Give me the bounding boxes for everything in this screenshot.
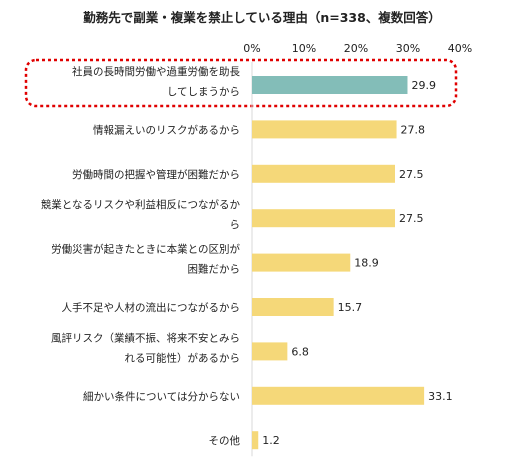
category-label: ら [230, 219, 241, 231]
category-label: 労働災害が起きたときに本業との区別が [51, 243, 240, 256]
value-label: 27.5 [399, 168, 424, 181]
bar [252, 209, 395, 228]
bar [252, 76, 408, 94]
bar [252, 120, 397, 139]
x-tick-label: 30% [396, 42, 420, 55]
category-label: 細かい条件については分からない [83, 390, 240, 403]
x-tick-label: 20% [344, 42, 368, 55]
category-label: 困難だから [188, 263, 241, 276]
value-label: 29.9 [411, 79, 436, 92]
value-labels: 29.9 27.8 27.5 27.5 18.9 15.7 6.8 33.1 1.2 [262, 79, 452, 447]
value-label: 33.1 [428, 390, 453, 403]
value-label: 15.7 [338, 301, 363, 314]
bar [252, 298, 334, 316]
category-label: 社員の長時間労働や過重労働を助長 [72, 65, 240, 78]
bars [252, 76, 425, 450]
category-label: してしまうから [167, 86, 240, 98]
category-label: 風評リスク（業績不振、将来不安とみら [51, 331, 240, 344]
category-label: れる可能性）があるから [125, 351, 241, 364]
category-label: 人手不足や人材の流出につながるから [62, 301, 241, 314]
x-tick-label: 40% [448, 42, 472, 55]
bar [252, 253, 351, 272]
bar [252, 342, 288, 361]
value-label: 18.9 [354, 257, 379, 270]
category-label: その他 [209, 434, 241, 447]
category-labels: 社員の長時間労働や過重労働を助長してしまうから情報漏えいのリスクがあるから労働時… [41, 65, 241, 447]
category-label: 競業となるリスクや利益相反につながるか [41, 198, 241, 211]
category-label: 情報漏えいのリスクがあるから [93, 123, 240, 136]
x-axis-ticks: 0% 10% 20% 30% 40% [243, 42, 472, 55]
bar [252, 164, 395, 183]
bar [252, 386, 425, 405]
x-tick-label: 0% [243, 42, 260, 55]
value-label: 6.8 [291, 345, 309, 358]
value-label: 27.5 [399, 212, 424, 225]
bar [252, 431, 259, 450]
value-label: 1.2 [262, 434, 280, 447]
value-label: 27.8 [401, 123, 426, 136]
x-tick-label: 10% [292, 42, 316, 55]
category-label: 労働時間の把握や管理が困難だから [72, 168, 240, 181]
highlight-frame [24, 58, 458, 108]
chart-title: 勤務先で副業・複業を禁止している理由（n=338、複数回答） [83, 10, 441, 25]
